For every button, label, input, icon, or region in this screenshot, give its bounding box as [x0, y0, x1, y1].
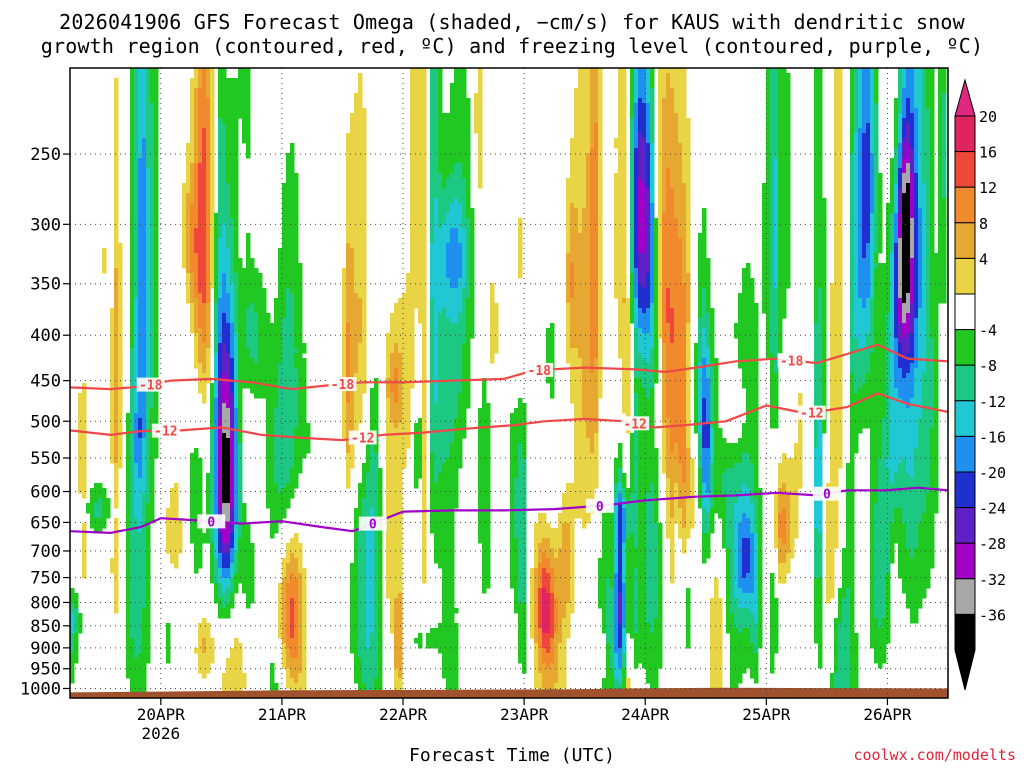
- y-tick-label: 650: [30, 513, 61, 533]
- contour-label: -18: [139, 379, 163, 394]
- y-tick-label: 900: [30, 639, 61, 659]
- colorbar-label: -12: [979, 393, 1006, 411]
- contour-freezing-level: 0 0 0 0: [70, 486, 948, 534]
- x-tick-label: 20APR: [137, 705, 186, 724]
- colorbar-swatch: [954, 151, 976, 188]
- y-tick-label: 400: [30, 326, 61, 346]
- omega-shading: [70, 68, 947, 698]
- contour-label-bg: [621, 416, 650, 431]
- colorbar-label: -4: [979, 322, 997, 340]
- gridlines: [70, 68, 948, 698]
- contour-label-bg: [151, 423, 180, 438]
- colorbar-swatch: [954, 115, 976, 153]
- chart-subtitle: growth region (contoured, red, ºC) and f…: [40, 34, 984, 58]
- contour-label-bg: [328, 377, 357, 392]
- contour-label-bg: [797, 405, 826, 420]
- contour-label-bg: [358, 516, 387, 531]
- colorbar-top-arrow: [954, 78, 976, 117]
- y-tick-label: 600: [30, 483, 61, 503]
- colorbar-swatch: [954, 186, 976, 224]
- y-tick-label: 550: [30, 449, 61, 469]
- colorbar-swatch: [954, 471, 976, 509]
- contour-label-bg: [348, 430, 377, 445]
- colorbar-swatch: [954, 507, 976, 544]
- y-tick-label: 1000: [20, 679, 61, 699]
- colorbar-label: -24: [979, 500, 1006, 518]
- x-tick-label: 22APR: [379, 705, 428, 724]
- colorbar-label: 12: [979, 179, 997, 197]
- x-tick-label: 24APR: [621, 705, 670, 724]
- contour-label: 0: [823, 488, 831, 503]
- y-tick-label: 850: [30, 617, 61, 637]
- colorbar-swatch: [954, 542, 976, 580]
- y-tick-label: 950: [30, 660, 61, 680]
- y-tick-label: 300: [30, 215, 61, 235]
- y-axis: 2503003504004505005506006507007508008509…: [20, 145, 70, 699]
- contour-dgz-minus18: -18 -18 -18 -18: [70, 343, 948, 394]
- contour-label-bg: [585, 498, 614, 513]
- colorbar-label: -20: [979, 464, 1006, 482]
- colorbar-swatch: [954, 435, 976, 473]
- colorbar-label: 16: [979, 144, 997, 162]
- y-tick-label: 250: [30, 145, 61, 165]
- colorbar-swatch: [954, 364, 976, 402]
- y-tick-label: 450: [30, 372, 61, 392]
- contour-label-bg: [777, 353, 806, 368]
- colorbar-label: 8: [979, 215, 988, 233]
- colorbar-swatch: [954, 578, 976, 615]
- x-tick-label: 23APR: [500, 705, 549, 724]
- colorbar-swatch: [954, 329, 976, 366]
- contour-line: [70, 343, 948, 391]
- y-tick-label: 350: [30, 275, 61, 295]
- contour-label-bg: [525, 362, 554, 377]
- contour-label: -12: [800, 407, 823, 422]
- colorbar-swatch: [954, 293, 976, 331]
- contour-label: 0: [596, 500, 604, 515]
- x-axis-title: Forecast Time (UTC): [409, 745, 615, 766]
- contour-label-bg: [197, 514, 226, 529]
- x-tick-sublabel: 2026: [142, 724, 181, 743]
- colorbar-label: -28: [979, 535, 1006, 553]
- colorbar-swatch: [954, 257, 976, 295]
- colorbar: 20 16 12 8 4 -4 -8 -12 -16 -20 -24 -28 -32 -36: [954, 78, 1006, 691]
- contour-label: -12: [623, 417, 646, 432]
- x-tick-label: 25APR: [742, 705, 791, 724]
- colorbar-swatch: [954, 400, 976, 437]
- plot-frame: [69, 67, 949, 699]
- colorbar-label: -16: [979, 428, 1006, 446]
- x-tick-label: 21APR: [258, 705, 307, 724]
- y-tick-label: 800: [30, 593, 61, 613]
- colorbar-label: -32: [979, 571, 1006, 589]
- colorbar-swatch: [954, 613, 976, 651]
- contour-label: -18: [528, 364, 552, 379]
- y-tick-label: 500: [30, 412, 61, 432]
- contour-label: -12: [154, 425, 177, 440]
- colorbar-label: 4: [979, 250, 988, 268]
- colorbar-label: -36: [979, 606, 1006, 624]
- contour-label: -12: [351, 431, 374, 446]
- contour-dgz-minus12: -12 -12 -12 -12: [70, 392, 948, 446]
- contour-label: -18: [331, 378, 355, 393]
- contour-label-bg: [812, 486, 841, 501]
- colorbar-label: -8: [979, 357, 997, 375]
- y-tick-label: 750: [30, 569, 61, 589]
- contour-label: -18: [780, 354, 804, 369]
- x-tick-label: 26APR: [863, 705, 912, 724]
- y-tick-label: 700: [30, 542, 61, 562]
- chart-title: 2026041906 GFS Forecast Omega (shaded, −…: [59, 10, 965, 34]
- contour-label: 0: [207, 515, 215, 530]
- contour-label-bg: [136, 377, 165, 392]
- colorbar-bottom-arrow: [954, 649, 976, 691]
- terrain-fill: [70, 687, 948, 698]
- contour-label: 0: [369, 518, 377, 533]
- site-credit[interactable]: coolwx.com/modelts: [853, 746, 1016, 764]
- colorbar-swatch: [954, 222, 976, 259]
- colorbar-label: 20: [979, 108, 997, 126]
